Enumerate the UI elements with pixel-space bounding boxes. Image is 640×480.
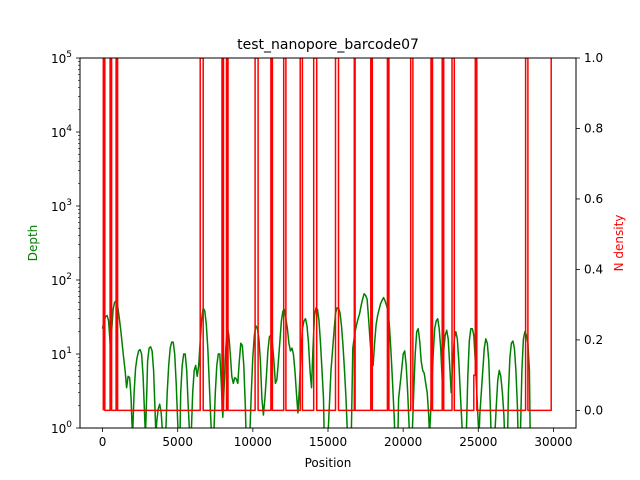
x-tick-label: 15000 xyxy=(309,435,347,449)
right-tick-label: 1.0 xyxy=(584,51,603,65)
left-tick-label: 103 xyxy=(51,198,72,214)
left-tick-label: 102 xyxy=(51,272,72,288)
right-tick-label: 0.4 xyxy=(584,262,603,276)
left-tick-label: 104 xyxy=(51,124,72,140)
right-axis-label: N density xyxy=(612,215,626,272)
left-axis-label: Depth xyxy=(26,225,40,262)
right-tick-label: 0.6 xyxy=(584,192,603,206)
right-tick-label: 0.8 xyxy=(584,121,603,135)
left-tick-label: 105 xyxy=(51,50,72,66)
x-tick-label: 10000 xyxy=(234,435,272,449)
x-tick-label: 0 xyxy=(99,435,107,449)
n-density-line xyxy=(102,58,552,412)
n-density-series xyxy=(102,58,552,412)
right-axis-ticks: 0.0 0.2 0.4 0.6 0.8 1.0 xyxy=(576,51,603,417)
right-tick-label: 0.0 xyxy=(584,403,603,417)
depth-series xyxy=(101,293,531,428)
left-axis-ticks: 100 101 102 103 104 105 xyxy=(51,50,80,436)
x-axis-label: Position xyxy=(305,456,352,470)
right-tick-label: 0.2 xyxy=(584,333,603,347)
x-tick-label: 30000 xyxy=(534,435,572,449)
x-tick-label: 5000 xyxy=(162,435,193,449)
plot-area xyxy=(101,58,552,428)
x-tick-label: 20000 xyxy=(384,435,422,449)
chart-title: test_nanopore_barcode07 xyxy=(237,37,419,53)
x-axis-ticks: 0 5000 10000 15000 20000 25000 30000 xyxy=(99,428,573,449)
depth-line xyxy=(101,293,531,428)
left-tick-label: 100 xyxy=(51,420,72,436)
x-tick-label: 25000 xyxy=(459,435,497,449)
left-tick-label: 101 xyxy=(51,346,72,362)
